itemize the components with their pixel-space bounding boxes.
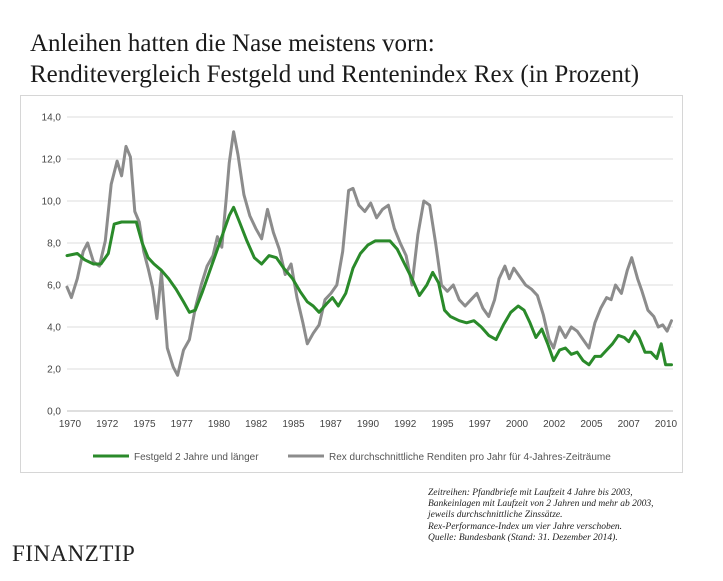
- x-tick-label: 1977: [171, 419, 194, 430]
- y-tick-label: 2,0: [47, 365, 61, 376]
- y-tick-label: 14,0: [42, 113, 62, 124]
- source-note: Zeitreihen: Pfandbriefe mit Laufzeit 4 J…: [428, 488, 718, 544]
- y-tick-label: 12,0: [42, 155, 62, 166]
- source-note-line: jeweils durchschnittliche Zinssätze.: [428, 510, 563, 521]
- x-tick-label: 1970: [59, 419, 82, 430]
- source-note-line: Rex-Performance-Index um vier Jahre vers…: [428, 521, 623, 532]
- y-tick-label: 4,0: [47, 323, 61, 334]
- source-note-line: Zeitreihen: Pfandbriefe mit Laufzeit 4 J…: [428, 488, 633, 498]
- x-tick-label: 1987: [320, 419, 343, 430]
- x-tick-label: 2010: [655, 419, 678, 430]
- x-tick-label: 1985: [282, 419, 305, 430]
- source-note-line: Quelle: Bundesbank (Stand: 31. Dezember …: [428, 532, 618, 543]
- chart-title-line-2: Renditevergleich Festgeld und Renteninde…: [30, 61, 640, 88]
- y-tick-label: 8,0: [47, 239, 61, 250]
- x-tick-label: 1982: [245, 419, 268, 430]
- source-note-line: Bankeinlagen mit Laufzeit von 2 Jahren u…: [428, 499, 654, 510]
- x-tick-label: 2002: [543, 419, 566, 430]
- x-tick-label: 1972: [96, 419, 119, 430]
- legend-label-festgeld: Festgeld 2 Jahre und länger: [134, 452, 259, 463]
- series-line-rex: [65, 130, 673, 377]
- y-tick-label: 0,0: [47, 407, 61, 418]
- chart-title-line-1: Anleihen hatten die Nase meistens vorn:: [30, 30, 435, 57]
- chart-container: 0,0 2,0 4,0 6,0 8,0 10,0 12,0 14,0 1970 1972 1975 1…: [20, 95, 683, 473]
- finanztip-logo: FINANZTIP: [12, 541, 136, 566]
- line-chart: 0,0 2,0 4,0 6,0 8,0 10,0 12,0 14,0 1970 1972 1975 1…: [42, 113, 678, 464]
- x-tick-label: 1997: [469, 419, 492, 430]
- x-tick-label: 1980: [208, 419, 231, 430]
- series-line-festgeld: [65, 205, 673, 367]
- x-tick-label: 2005: [580, 419, 603, 430]
- y-tick-label: 6,0: [47, 281, 61, 292]
- x-tick-label: 1975: [133, 419, 156, 430]
- y-tick-label: 10,0: [42, 197, 62, 208]
- x-tick-label: 2007: [618, 419, 641, 430]
- x-tick-label: 1990: [357, 419, 380, 430]
- chart-title: Anleihen hatten die Nase meistens vorn: …: [30, 28, 639, 90]
- x-tick-label: 1995: [431, 419, 454, 430]
- x-tick-label: 2000: [506, 419, 529, 430]
- x-tick-label: 1992: [394, 419, 417, 430]
- legend-label-rex: Rex durchschnittliche Renditen pro Jahr …: [329, 452, 611, 463]
